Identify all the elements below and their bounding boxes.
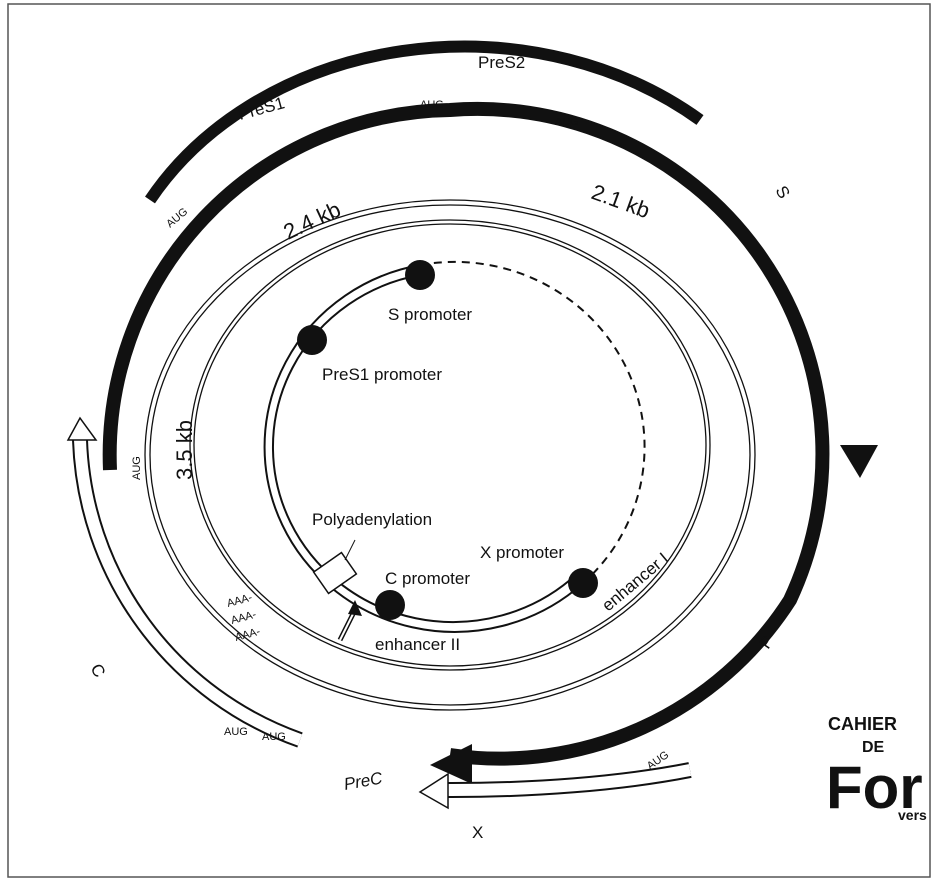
transcript-35kb — [144, 199, 756, 711]
c-promoter-dot — [375, 590, 405, 620]
p-arrow-head — [430, 744, 472, 784]
label-pres1: PreS1 — [236, 93, 287, 124]
aug-s: AUG — [555, 116, 579, 128]
label-35kb: 3.5 kb — [172, 420, 197, 480]
label-s-promoter: S promoter — [388, 305, 472, 324]
s-orf-arc — [145, 40, 704, 204]
label-c-promoter: C promoter — [385, 569, 470, 588]
c-orf-arc — [72, 439, 303, 748]
label-prec: PreC — [342, 768, 384, 794]
label-x-promoter: X promoter — [480, 543, 564, 562]
label-pres1-promoter: PreS1 promoter — [322, 365, 442, 384]
pres1-promoter-dot — [297, 325, 327, 355]
genome-dashed — [419, 260, 646, 591]
polya-3: AAA- — [234, 626, 262, 644]
genome-solid — [263, 264, 576, 633]
s-arrow-head — [840, 445, 878, 478]
logo-for: For — [826, 754, 923, 821]
aug-pres2: AUG — [420, 99, 444, 111]
label-21kb: 2.1 kb — [588, 179, 653, 223]
polya-2: AAA- — [230, 609, 258, 627]
x-promoter-dot — [568, 568, 598, 598]
label-24kb: 2.4 kb — [280, 197, 345, 245]
aug-c: AUG — [262, 731, 286, 743]
aug-prec: AUG — [224, 726, 248, 738]
label-enhancer-1: enhancer I — [598, 549, 672, 615]
aug-p: AUG — [131, 456, 143, 480]
prec-arrow-head — [418, 772, 449, 810]
aug-pres1: AUG — [164, 206, 190, 231]
p-orf-arc — [102, 101, 830, 766]
label-polyadenylation: Polyadenylation — [312, 510, 432, 529]
label-enhancer-2: enhancer II — [375, 635, 460, 654]
polyadenylation-box — [312, 551, 358, 595]
logo-de: DE — [862, 739, 885, 756]
s-promoter-dot — [405, 260, 435, 290]
label-pres2: PreS2 — [478, 53, 525, 72]
logo-cahier: CAHIER — [828, 714, 897, 734]
label-s: S — [772, 183, 794, 202]
border — [7, 3, 931, 878]
cahier-logo: CAHIER DE For vers — [826, 714, 927, 823]
c-arrow-head — [66, 416, 98, 441]
transcript-24kb — [189, 219, 711, 671]
label-c: C — [87, 661, 110, 681]
polya-1: AAA- — [226, 592, 254, 610]
logo-vers: vers — [898, 807, 927, 823]
label-x: X — [472, 823, 483, 842]
